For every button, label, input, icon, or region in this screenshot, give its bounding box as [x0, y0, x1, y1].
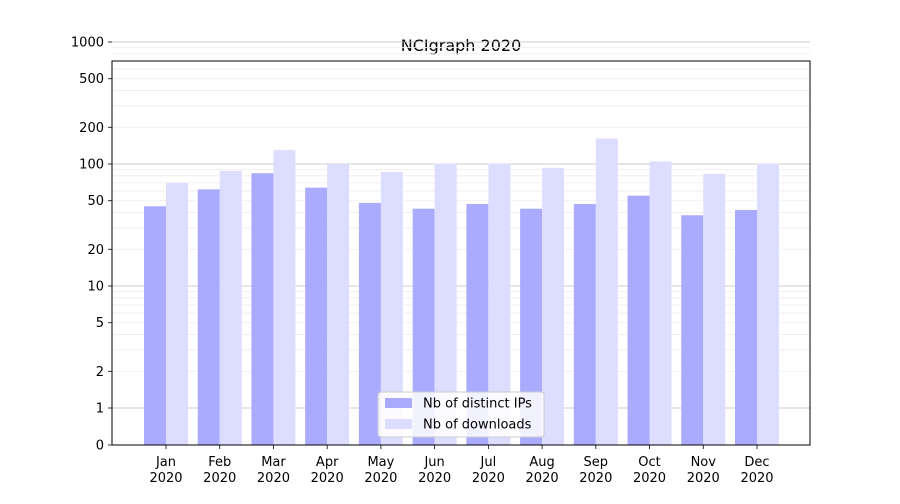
x-tick-label-year: 2020 [203, 471, 236, 486]
chart-title: NCIgraph 2020 [401, 36, 522, 55]
bar-distinct-ips [412, 208, 435, 445]
plot-frame [111, 60, 811, 446]
bar-downloads [327, 164, 350, 445]
y-tick-label: 100 [79, 158, 104, 173]
bar-distinct-ips [144, 206, 166, 445]
x-tick-label-month: Jan [155, 455, 176, 470]
bar-distinct-ips [681, 215, 704, 445]
x-tick-label-year: 2020 [579, 471, 612, 486]
x-tick-label-month: Sep [584, 455, 609, 470]
y-tick-label: 20 [87, 243, 104, 258]
x-tick-label-year: 2020 [149, 471, 182, 486]
legend-swatch [385, 419, 412, 429]
y-tick-label: 50 [87, 194, 104, 209]
y-tick-label: 2 [96, 365, 104, 380]
bar-downloads [273, 150, 296, 445]
y-tick-label: 200 [79, 121, 104, 136]
x-tick-label-month: May [367, 455, 394, 470]
bar-distinct-ips [735, 209, 757, 445]
bar-downloads [757, 163, 779, 446]
x-tick-label-year: 2020 [472, 471, 505, 486]
y-tick-label: 10 [87, 280, 104, 295]
x-tick-label-year: 2020 [418, 471, 451, 486]
x-tick-label-month: Aug [529, 455, 554, 470]
bar-distinct-ips [573, 204, 596, 445]
x-tick-label-year: 2020 [364, 471, 397, 486]
bar-distinct-ips [627, 195, 650, 445]
x-tick-label-month: Jun [423, 455, 444, 470]
bar-distinct-ips [520, 208, 543, 445]
legend-box [377, 391, 545, 438]
x-axis: Jan2020Feb2020Mar2020Apr2020May2020Jun20… [149, 445, 774, 486]
legend-swatch [385, 398, 412, 408]
legend-label: Nb of distinct IPs [423, 397, 532, 412]
x-tick-label-month: Mar [261, 455, 286, 470]
bar-downloads [703, 173, 726, 445]
bar-downloads [434, 163, 457, 446]
bar-downloads [649, 161, 672, 445]
legend-label: Nb of downloads [423, 418, 532, 433]
y-tick-label: 0 [96, 439, 104, 454]
y-axis: 0 1 2 5 10 20 50 100 200 500 1000 [71, 36, 112, 454]
bar-distinct-ips [466, 204, 489, 445]
x-tick-label-year: 2020 [526, 471, 559, 486]
x-tick-label-year: 2020 [740, 471, 773, 486]
bar-downloads [488, 163, 511, 446]
bar-downloads [166, 182, 188, 445]
bar-distinct-ips [305, 187, 328, 445]
x-tick-label-year: 2020 [687, 471, 720, 486]
x-tick-label-month: Apr [316, 455, 339, 470]
y-tick-label: 1000 [71, 36, 104, 51]
y-tick-label: 1 [96, 402, 104, 417]
bar-downloads [542, 167, 565, 445]
x-tick-label-year: 2020 [311, 471, 344, 486]
bar-downloads [219, 170, 242, 445]
x-tick-label-year: 2020 [633, 471, 666, 486]
x-tick-label-month: Feb [208, 455, 231, 470]
bar-distinct-ips [358, 202, 381, 445]
x-tick-label-year: 2020 [257, 471, 290, 486]
bars [144, 138, 779, 446]
bar-distinct-ips [197, 189, 220, 445]
y-tick-label: 5 [96, 316, 104, 331]
x-tick-label-month: Dec [744, 455, 769, 470]
x-tick-label-month: Jul [480, 455, 497, 470]
x-tick-label-month: Oct [638, 455, 660, 470]
x-tick-label-month: Nov [691, 455, 717, 470]
legend: Nb of distinct IPs Nb of downloads [377, 391, 545, 438]
bar-downloads [380, 171, 403, 445]
bar-downloads [595, 138, 618, 446]
y-tick-label: 500 [79, 72, 104, 87]
bar-distinct-ips [251, 173, 274, 446]
